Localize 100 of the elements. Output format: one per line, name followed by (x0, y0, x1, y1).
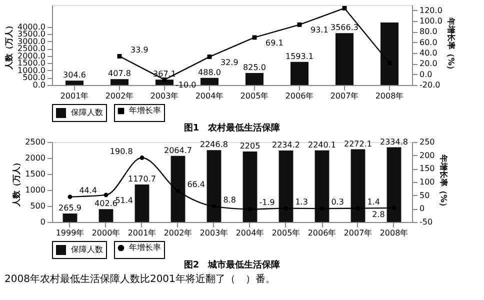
y2-axis-title: 年增长率（%） (438, 153, 449, 211)
data-label: 33.9 (130, 45, 148, 54)
point (117, 54, 122, 58)
data-label: 44.4 (79, 186, 98, 195)
x-tick-label: 2006年 (285, 92, 314, 100)
y-tick-label: 1500.0 (18, 58, 46, 68)
data-label: 66.4 (187, 180, 206, 189)
y-tick-label: 4000.0 (18, 22, 46, 32)
y-tick-label: 2000 (25, 154, 46, 162)
bar (110, 79, 128, 85)
bar (380, 22, 398, 85)
text: 图2 城市最低生活保障 (184, 260, 280, 270)
x-tick-label: 2003年 (150, 92, 179, 100)
y-tick-label: 3000.0 (18, 36, 46, 46)
y-tick-label: 1000 (25, 186, 46, 194)
point (297, 22, 302, 27)
bar (290, 62, 308, 85)
bar (206, 150, 222, 222)
data-label: -1.9 (259, 198, 275, 208)
x-tick-label: 2005年 (240, 92, 269, 100)
data-label: 825.0 (243, 63, 266, 72)
data-label: 1593.1 (286, 52, 314, 61)
point (68, 194, 72, 200)
data-label: 2240.1 (308, 140, 336, 150)
bar (200, 78, 218, 85)
bar (98, 209, 114, 222)
x-tick-label: 2004年 (195, 92, 224, 100)
y-tick-label: 2000.0 (18, 51, 46, 60)
x-tick-label: 2002年 (105, 92, 134, 100)
y2-tick-label: 40.0 (420, 48, 438, 58)
y-tick-label: 2500.0 (18, 44, 46, 54)
x-tick-label: 2001年 (60, 92, 89, 100)
y2-tick-label: 120.0 (420, 6, 442, 15)
x-tick-label: 2002年 (164, 228, 192, 238)
bar (66, 80, 84, 85)
x-tick-label: 2000年 (92, 228, 120, 238)
text: 图1 农村最低生活保障 (184, 122, 280, 134)
data-label: 265.9 (58, 203, 82, 212)
data-label: 93.1 (310, 26, 328, 35)
data-label: 32.9 (220, 58, 238, 67)
data-label: 51.4 (115, 196, 134, 205)
legend-label: 年增长率 (129, 243, 161, 252)
y-tick-label: 3500.0 (18, 30, 46, 39)
x-tick-label: 2007年 (344, 228, 372, 238)
bar (170, 156, 186, 222)
point (342, 6, 347, 10)
point (104, 192, 108, 198)
bar (386, 147, 402, 222)
y2-tick-label: -50 (420, 218, 433, 226)
bar (278, 150, 294, 222)
x-tick-label: 2001年 (128, 228, 156, 238)
data-label: 1.3 (295, 197, 308, 206)
y-tick-label: 500 (30, 202, 46, 210)
y-tick-label: 500.0 (22, 73, 46, 82)
x-tick-label: 2006年 (308, 228, 336, 238)
y2-tick-label: 0.0 (420, 70, 432, 79)
data-label: 304.6 (63, 70, 86, 80)
data-label: -10.0 (176, 80, 196, 90)
y2-tick-label: 60.0 (420, 38, 438, 47)
data-label: 0.3 (331, 198, 344, 207)
y-tick-label: 0.0 (32, 80, 46, 90)
y2-tick-label: 0 (420, 204, 425, 214)
y2-tick-label: 200 (420, 150, 435, 160)
y-axis-title: 人数（万人） (12, 158, 22, 208)
x-tick-label: 2007年 (330, 92, 359, 100)
y2-tick-label: 20.0 (420, 59, 438, 68)
bar (336, 33, 354, 85)
data-label: 2205 (240, 141, 260, 150)
y-axis-title: 人数（万人） (4, 22, 14, 70)
x-tick-label: 2008年 (375, 92, 404, 100)
legend-label: 保障人数 (71, 108, 103, 117)
x-tick-label: 1999年 (56, 228, 84, 238)
data-label: 2234.2 (272, 140, 300, 150)
data-label: 3566.3 (330, 23, 358, 32)
x-tick-label: 2008年 (380, 228, 408, 238)
x-tick-label: 2005年 (272, 228, 300, 238)
text: 2008年农村最低生活保障人数比2001年将近翻了（ ）番。 (4, 273, 276, 285)
data-label: 2246.8 (200, 140, 228, 150)
x-tick-label: 2004年 (236, 228, 264, 238)
bar (246, 73, 264, 85)
data-label: 69.1 (266, 38, 284, 48)
data-label: 2064.7 (164, 146, 192, 155)
data-label: 1170.7 (128, 174, 156, 184)
data-label: 2.8 (372, 210, 385, 219)
x-tick-label: 2003年 (200, 228, 228, 238)
y-tick-label: 1500 (25, 170, 46, 178)
point (207, 54, 212, 60)
point (162, 77, 167, 82)
bar (350, 149, 366, 222)
data-label: 2272.1 (344, 139, 372, 148)
y2-tick-label: 100.0 (420, 16, 442, 26)
data-label: 1.4 (367, 197, 380, 206)
y2-tick-label: 80.0 (420, 27, 438, 36)
data-label: 2334.8 (380, 137, 408, 146)
bar (134, 184, 150, 222)
data-label: 8.8 (223, 195, 236, 204)
y2-axis-title: 年增长率（%） (446, 16, 456, 74)
bar (314, 150, 330, 222)
data-label: 488.0 (198, 68, 221, 77)
y-tick-label: 2500 (25, 138, 46, 146)
